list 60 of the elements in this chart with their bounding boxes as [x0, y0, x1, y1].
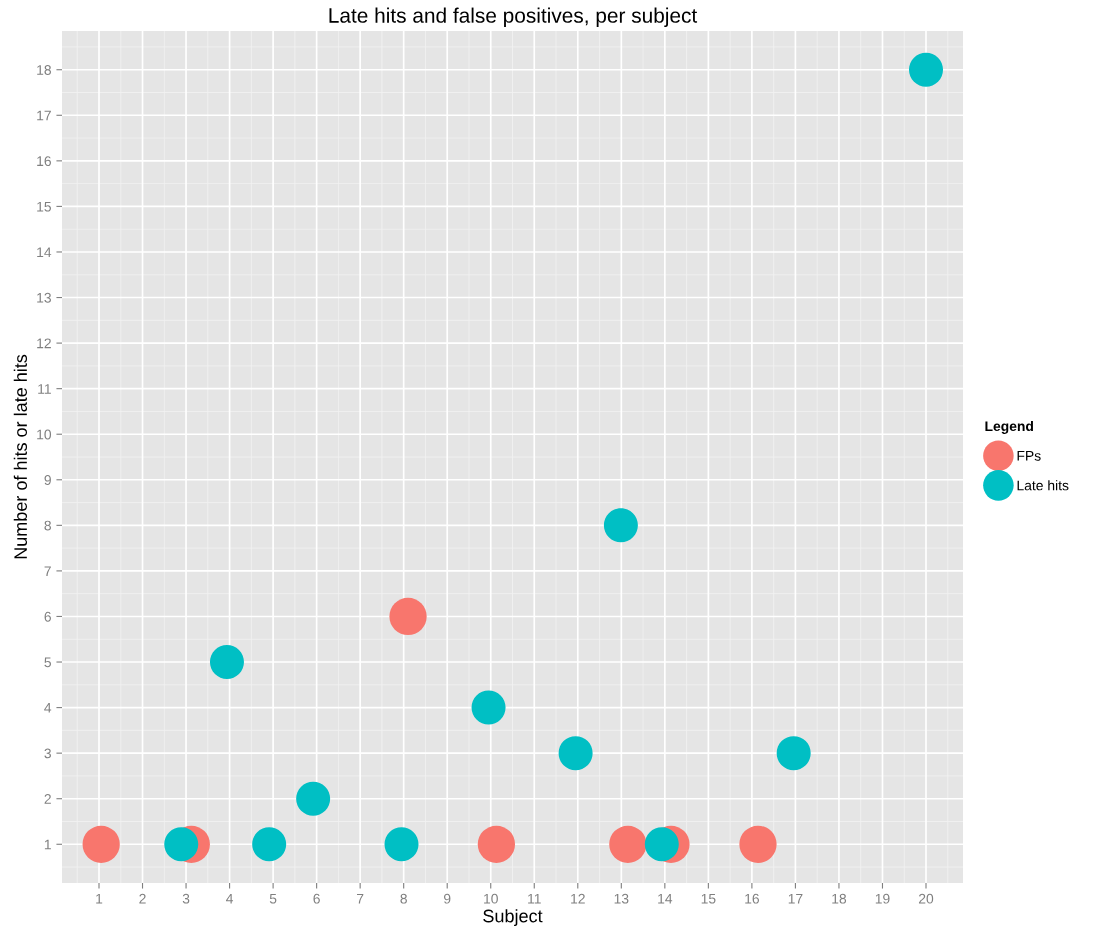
- y-tick-label: 9: [44, 475, 51, 485]
- point: [209, 645, 244, 680]
- y-tick-label: 10: [37, 429, 52, 440]
- legend-label: FPs: [1017, 451, 1041, 461]
- point: [908, 52, 944, 87]
- y-tick-label: 12: [37, 338, 51, 349]
- legend-title: Legend: [985, 420, 1033, 434]
- y-tick-label: 13: [37, 292, 51, 303]
- y-axis-title: Number of hits or late hits: [13, 354, 28, 559]
- chart-title: Late hits and false positives, per subject: [329, 7, 698, 27]
- point: [558, 736, 593, 771]
- x-tick-label: 6: [313, 893, 320, 904]
- x-tick-label: 18: [832, 893, 847, 904]
- y-tick-label: 2: [44, 794, 51, 804]
- point: [776, 736, 811, 771]
- x-tick-label: 15: [701, 893, 716, 904]
- x-tick-label: 19: [875, 893, 890, 904]
- x-tick-label: 13: [614, 893, 629, 904]
- y-tick-label: 3: [44, 748, 51, 759]
- point: [82, 825, 120, 863]
- y-tick-label: 18: [37, 65, 51, 75]
- x-tick-label: 17: [788, 893, 803, 904]
- point: [644, 827, 679, 862]
- point: [296, 781, 331, 816]
- x-tick-label: 11: [528, 893, 541, 904]
- point: [471, 690, 506, 725]
- y-tick-label: 16: [37, 156, 51, 167]
- point: [477, 825, 516, 863]
- point: [739, 825, 777, 863]
- x-axis-title: Subject: [483, 909, 543, 926]
- point: [389, 597, 427, 636]
- x-tick-label: 4: [226, 893, 234, 904]
- x-tick-label: 2: [139, 893, 146, 904]
- x-tick-label: 5: [269, 893, 277, 904]
- y-tick-label: 17: [37, 110, 51, 121]
- x-tick-label: 10: [484, 893, 498, 904]
- point: [609, 825, 647, 863]
- y-tick-label: 15: [37, 201, 51, 212]
- y-tick-label: 1: [44, 839, 51, 850]
- legend-label: Late hits: [1017, 480, 1069, 491]
- y-tick-label: 6: [44, 611, 51, 622]
- point: [603, 508, 638, 543]
- point: [384, 827, 419, 862]
- x-tick-label: 1: [96, 893, 103, 904]
- x-tick-label: 9: [444, 893, 451, 904]
- x-tick-label: 8: [400, 893, 407, 904]
- y-tick-label: 4: [44, 703, 52, 713]
- y-tick-label: 5: [44, 657, 51, 668]
- point: [252, 827, 287, 862]
- y-tick-label: 7: [44, 566, 51, 576]
- x-tick-label: 20: [918, 893, 934, 904]
- y-tick-label: 8: [44, 520, 51, 531]
- y-tick-label: 11: [38, 384, 51, 394]
- x-tick-label: 16: [745, 893, 760, 904]
- x-tick-label: 12: [571, 893, 585, 904]
- point: [164, 827, 199, 862]
- x-tick-label: 14: [658, 893, 673, 904]
- y-tick-label: 14: [37, 247, 52, 258]
- x-tick-label: 3: [182, 893, 190, 904]
- x-tick-label: 7: [357, 893, 364, 904]
